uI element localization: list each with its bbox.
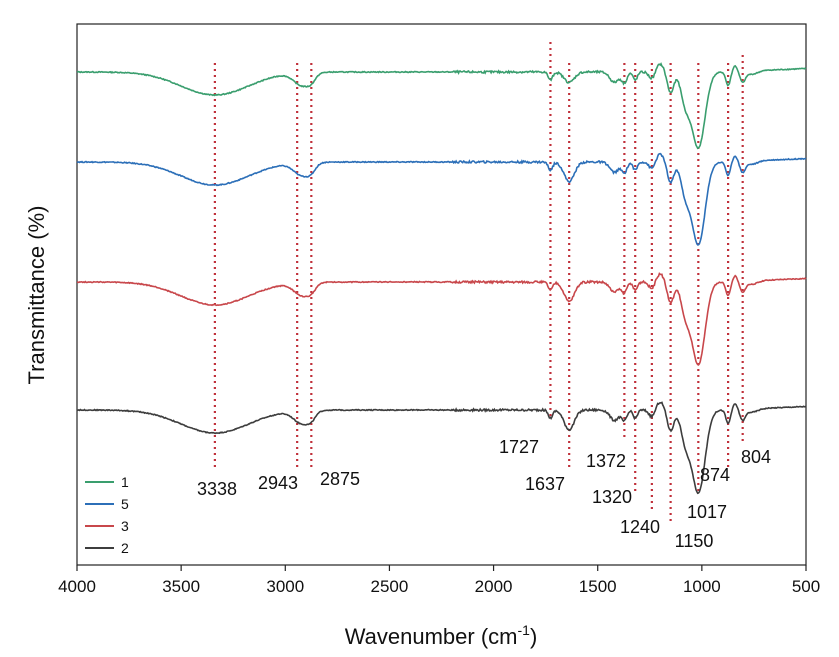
legend-label-3: 3: [121, 518, 129, 534]
x-tick-label-4000: 4000: [58, 577, 96, 596]
peak-labels: 3338 2943 2875 1727 1637 1372 1320 1240 1150 1017…: [197, 437, 771, 551]
peak-label-2875: 2875: [320, 469, 360, 489]
y-axis-label: Transmittance (%): [24, 206, 49, 385]
peak-label-1240: 1240: [620, 517, 660, 537]
peak-label-1637: 1637: [525, 474, 565, 494]
legend-label-1: 1: [121, 474, 129, 490]
series-line-1: [76, 62, 807, 150]
peak-label-1372: 1372: [586, 451, 626, 471]
plot-frame: [76, 23, 807, 566]
peak-label-1150: 1150: [675, 531, 714, 551]
x-tick-label-500: 500: [792, 577, 820, 596]
x-tick-label-1500: 1500: [579, 577, 617, 596]
peak-label-2943: 2943: [258, 473, 298, 493]
x-axis-label-main: Wavenumber (cm: [345, 624, 518, 649]
series-line-2: [76, 401, 807, 495]
x-axis: 4000 3500 3000 2500 2000 1500 1000 500: [58, 565, 820, 596]
peak-label-1017: 1017: [687, 502, 727, 522]
legend-label-5: 5: [121, 496, 129, 512]
peak-label-1320: 1320: [592, 487, 632, 507]
series-line-5: [76, 152, 807, 246]
peak-label-874: 874: [700, 465, 730, 485]
x-tick-label-3000: 3000: [266, 577, 304, 596]
peak-guide-lines: [213, 42, 744, 525]
x-tick-label-1000: 1000: [683, 577, 721, 596]
x-tick-label-2000: 2000: [475, 577, 513, 596]
series-line-3: [77, 272, 807, 366]
x-axis-label: Wavenumber (cm-1): [345, 622, 538, 649]
plot-area-border: [76, 23, 807, 566]
x-tick-label-2500: 2500: [371, 577, 409, 596]
peak-label-3338: 3338: [197, 479, 237, 499]
legend-label-2: 2: [121, 540, 129, 556]
x-axis-label-superscript: -1: [518, 622, 531, 638]
peak-label-804: 804: [741, 447, 771, 467]
x-axis-label-end: ): [530, 624, 537, 649]
peak-label-1727: 1727: [499, 437, 539, 457]
spectra-lines: [76, 62, 807, 495]
x-tick-label-3500: 3500: [162, 577, 200, 596]
